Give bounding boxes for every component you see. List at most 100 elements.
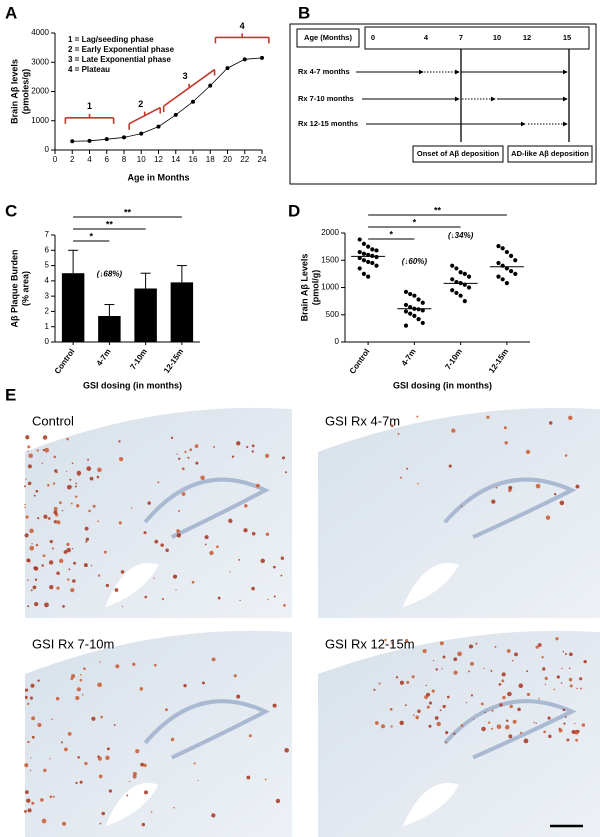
plaque: [85, 540, 88, 543]
plaque: [406, 680, 410, 684]
plaque: [428, 701, 433, 705]
plaque: [568, 415, 573, 421]
plaque: [556, 675, 560, 679]
image-label: GSI Rx 7-10m: [32, 636, 114, 651]
plaque: [553, 493, 557, 496]
plaque: [118, 440, 121, 443]
significance-label: **: [124, 207, 132, 217]
plaque: [558, 727, 561, 730]
plaque: [120, 570, 125, 574]
data-point: [357, 249, 362, 255]
header-box: [296, 28, 360, 48]
plaque: [132, 662, 136, 666]
plaque: [52, 795, 55, 798]
plaque: [27, 808, 32, 813]
data-point: [420, 300, 425, 305]
plaque: [27, 445, 31, 449]
plaque: [191, 580, 195, 584]
plaque: [24, 688, 29, 692]
plaque: [468, 644, 474, 649]
data-point: [408, 291, 413, 297]
plaque: [525, 449, 531, 455]
plaque: [24, 763, 29, 768]
data-point: [260, 55, 264, 60]
plaque: [76, 687, 81, 692]
plaque: [27, 481, 32, 486]
x-axis-label: Age in Months: [128, 172, 190, 182]
bracket-label: 4: [240, 21, 245, 31]
data-point: [70, 139, 75, 144]
plaque: [79, 780, 83, 784]
plaque: [374, 721, 379, 725]
plaque: [395, 676, 399, 679]
x-tick-label: 4-7m: [95, 347, 113, 367]
x-axis-label: GSI dosing (in months): [393, 380, 492, 390]
plaque: [547, 716, 551, 720]
plaque: [499, 703, 503, 707]
data-point: [496, 260, 501, 266]
diagram-frame: [289, 23, 597, 185]
plaque: [442, 655, 446, 659]
plaque: [31, 716, 36, 721]
plaque: [165, 548, 169, 553]
plaque: [209, 550, 214, 556]
plaque: [47, 516, 51, 521]
plaque: [91, 716, 96, 721]
plaque: [431, 689, 435, 693]
plaque: [453, 732, 456, 735]
ventricle: [105, 562, 159, 608]
plaque: [30, 589, 33, 592]
plaque: [51, 718, 53, 721]
hippocampus: [143, 699, 270, 760]
plaque: [29, 545, 35, 551]
y-tick-label: 2: [45, 307, 50, 316]
plaque: [216, 545, 219, 549]
plaque: [246, 775, 251, 780]
plaque: [453, 657, 458, 662]
plaque: [154, 539, 159, 544]
plaque: [228, 518, 233, 524]
plaque: [143, 531, 147, 535]
plaque: [568, 667, 571, 670]
significance-label: *: [89, 231, 93, 241]
data-point: [408, 311, 413, 316]
data-point: [225, 66, 230, 71]
plaque: [83, 667, 86, 670]
plaque: [484, 711, 486, 714]
plaque: [132, 771, 137, 777]
plaque: [519, 731, 523, 734]
plaque: [128, 780, 131, 783]
plaque: [88, 509, 91, 513]
plaque: [30, 683, 35, 688]
plaque: [212, 445, 216, 449]
plaque: [189, 448, 193, 452]
data-point: [357, 255, 362, 261]
data-point: [500, 277, 505, 282]
annotation: (↓68%): [97, 270, 123, 279]
legend-text: 1 = Lag/seeding phase: [68, 35, 154, 44]
plaque: [575, 738, 579, 742]
data-point: [403, 323, 409, 328]
significance-label: **: [434, 205, 442, 215]
plaque: [239, 599, 241, 601]
plaque: [42, 435, 48, 440]
plaque: [432, 660, 435, 662]
plaque: [25, 435, 30, 440]
plaque: [566, 738, 570, 742]
data-point: [403, 302, 409, 308]
plaque: [41, 462, 44, 465]
plaque: [118, 521, 122, 525]
plaque: [81, 694, 84, 696]
y-tick-label: 4000: [31, 28, 49, 37]
data-point: [508, 253, 514, 258]
plaque: [563, 722, 566, 725]
plaque: [37, 517, 40, 520]
plaque: [176, 533, 182, 538]
plaque: [517, 707, 521, 712]
x-tick-label: 12-15m: [162, 347, 185, 375]
plaque: [126, 794, 129, 797]
y-tick-label: 0: [45, 145, 50, 154]
plaque: [84, 761, 88, 766]
data-point: [242, 57, 247, 62]
